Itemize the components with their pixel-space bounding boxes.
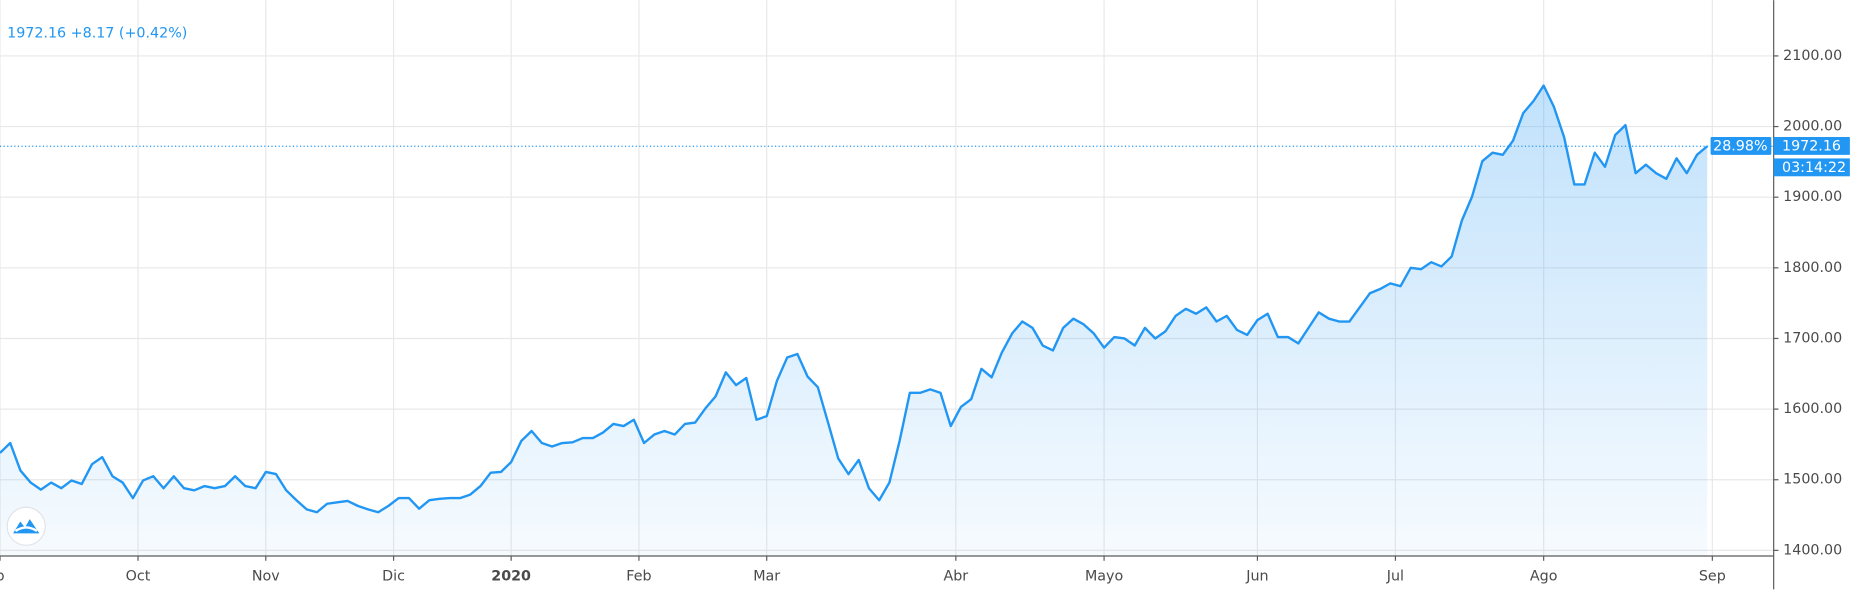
countdown-tag: 03:14:22 [1782, 160, 1846, 176]
logo [6, 506, 46, 546]
x-tick-label: Mayo [1085, 568, 1123, 584]
y-tick-label: 1500.00 [1783, 472, 1842, 488]
x-tick-label: 2020 [491, 568, 531, 584]
y-tick-label: 1600.00 [1783, 401, 1842, 417]
x-tick-label: Mar [753, 568, 780, 584]
price-tag: 1972.16 [1782, 139, 1841, 155]
percent-tag: 28.98% [1713, 139, 1767, 155]
x-tick-label: Sep [1699, 568, 1726, 584]
x-tick-label: Dic [382, 568, 405, 584]
area-fill [0, 85, 1708, 557]
price-tags: 28.98% 1972.16 03:14:22 [1710, 137, 1850, 177]
x-tick-label: Jun [1245, 568, 1268, 584]
x-tick-label: Nov [252, 568, 280, 584]
y-tick-label: 2100.00 [1783, 48, 1842, 64]
y-tick-label: 1700.00 [1783, 330, 1842, 346]
percent-tag-box [1710, 137, 1772, 155]
x-tick-label: Jul [1386, 568, 1404, 584]
x-tick-label: Ago [1530, 568, 1558, 584]
x-tick-label: Abr [943, 568, 968, 584]
header: 1972.16 +8.17 (+0.42%) [7, 25, 187, 41]
x-tick-label: Oct [126, 568, 151, 584]
y-tick-label: 1800.00 [1783, 260, 1842, 276]
x-tick-label: p [0, 568, 5, 584]
labels: 1400.00 1500.00 1600.00 1700.00 1800.00 1900.… [0, 48, 1842, 584]
price-tag-box [1773, 137, 1850, 155]
price-line [0, 84, 1708, 514]
y-tick-label: 1400.00 [1783, 542, 1842, 558]
plot [0, 84, 1774, 557]
x-tick-label: Feb [626, 568, 651, 584]
y-tick-label: 2000.00 [1783, 119, 1842, 135]
y-tick-label: 1900.00 [1783, 189, 1842, 205]
countdown-tag-box [1773, 158, 1850, 177]
